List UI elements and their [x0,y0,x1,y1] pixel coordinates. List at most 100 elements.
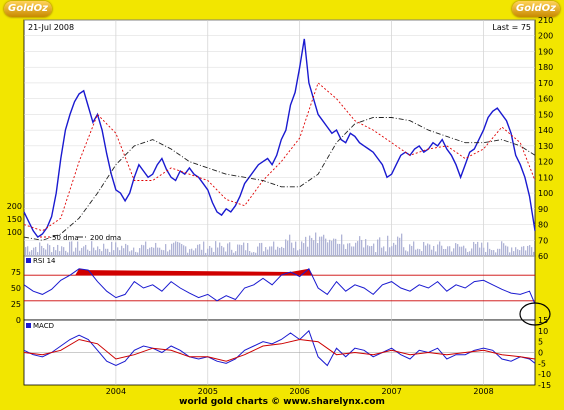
volume-bar [285,239,287,256]
volume-bar [519,250,521,256]
volume-bar [217,247,219,256]
volume-bar [521,246,523,256]
volume-bar [343,244,345,256]
volume-bar [297,250,299,256]
volume-bar [87,249,89,256]
volume-bar [101,251,103,256]
volume-bar [411,245,413,256]
volume-bar [275,249,277,256]
volume-bar [133,247,135,256]
volume-bar [473,241,475,256]
volume-bar [45,249,47,256]
y-tick-label: 110 [538,173,553,182]
x-tick-label: 2008 [473,387,493,396]
volume-bar [61,246,63,256]
volume-bar [515,247,517,256]
volume-bar [365,239,367,256]
volume-bar [143,245,145,256]
volume-bar [229,242,231,256]
volume-bar [109,252,111,256]
volume-bar [233,252,235,256]
volume-bar [145,241,147,256]
date-label: 21-Jul 2008 [28,23,74,32]
macd-tick-label: 0 [538,349,543,358]
volume-bar [287,240,289,256]
volume-bar [247,243,249,256]
volume-bar [97,246,99,256]
volume-bar [99,249,101,256]
volume-bar [379,237,381,256]
y-tick-label: 130 [538,142,553,151]
volume-bar [517,249,519,256]
volume-bar [269,246,271,256]
volume-bar [381,247,383,256]
volume-bar [503,243,505,256]
volume-bar [487,242,489,256]
rsi-tick-label: 0 [16,316,21,325]
volume-bar [447,246,449,256]
volume-bar [413,241,415,256]
macd-tick-label: -10 [538,370,551,379]
volume-bar [325,238,327,256]
volume-bar [241,245,243,256]
volume-bar [491,250,493,256]
volume-bar [67,252,69,256]
volume-bar [373,243,375,256]
volume-bar [355,242,357,256]
volume-bar [117,247,119,256]
volume-bar [77,241,79,256]
volume-bar [371,245,373,256]
volume-bar [29,251,31,256]
volume-bar [529,245,531,256]
volume-bar [289,234,291,256]
volume-bar [437,244,439,256]
volume-bar [331,240,333,256]
volume-bar [159,247,161,256]
volume-bar [509,252,511,256]
volume-bar [475,243,477,256]
volume-bar [55,250,57,256]
volume-bar [333,238,335,256]
volume-bar [291,242,293,256]
volume-bar [513,251,515,256]
volume-bar [165,244,167,256]
y-tick-label: 140 [538,126,553,135]
volume-bar [65,250,67,256]
volume-bar [391,246,393,256]
volume-bar [193,250,195,256]
volume-bar [383,246,385,256]
volume-bar [171,243,173,256]
volume-bar [57,244,59,256]
volume-bar [31,250,33,256]
volume-bar [319,236,321,256]
volume-bar [479,247,481,256]
legend-dma200-label: 200 dma [90,234,121,242]
volume-bar [423,241,425,256]
volume-bar [155,242,157,256]
volume-tick-label: 150 [7,215,22,224]
volume-bar [455,243,457,256]
panel-rsi [23,255,536,321]
volume-bar [83,246,85,256]
volume-bar [75,247,77,256]
volume-bar [263,251,265,256]
volume-bar [225,251,227,256]
volume-bar [321,236,323,256]
dma200-series [23,117,536,241]
x-tick-label: 2004 [106,387,126,396]
volume-bar [303,243,305,256]
volume-bar [253,252,255,256]
volume-bar [167,251,169,256]
volume-bar [47,243,49,256]
volume-bar [441,245,443,256]
volume-bar [507,246,509,256]
volume-bar [249,250,251,256]
volume-bar [189,249,191,256]
volume-bar [395,244,397,256]
volume-bar [91,241,93,256]
volume-bar [401,233,403,256]
volume-bar [505,245,507,256]
volume-bar [69,241,71,256]
volume-bar [153,247,155,256]
